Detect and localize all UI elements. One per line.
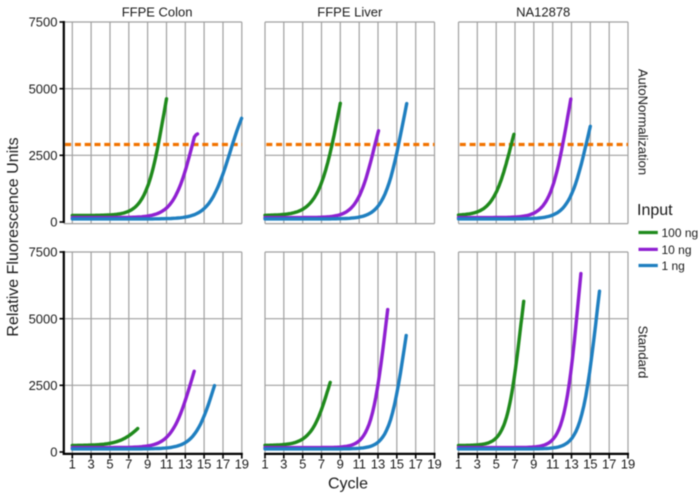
svg-text:Cycle: Cycle <box>328 476 368 493</box>
svg-text:0: 0 <box>50 215 57 230</box>
svg-text:2500: 2500 <box>29 378 58 393</box>
svg-text:19: 19 <box>621 457 635 472</box>
svg-text:13: 13 <box>371 457 385 472</box>
svg-text:1: 1 <box>455 457 462 472</box>
svg-text:7: 7 <box>125 457 132 472</box>
svg-text:1: 1 <box>261 457 268 472</box>
svg-text:13: 13 <box>178 457 192 472</box>
svg-text:NA12878: NA12878 <box>516 5 570 20</box>
svg-text:5000: 5000 <box>29 311 58 326</box>
svg-text:Standard: Standard <box>636 326 651 379</box>
svg-text:11: 11 <box>160 457 174 472</box>
svg-text:100 ng: 100 ng <box>662 226 699 240</box>
svg-text:10 ng: 10 ng <box>662 243 692 257</box>
svg-text:9: 9 <box>530 457 537 472</box>
svg-text:11: 11 <box>352 457 366 472</box>
svg-text:15: 15 <box>197 457 211 472</box>
svg-text:0: 0 <box>50 445 57 460</box>
svg-text:7500: 7500 <box>29 15 58 30</box>
svg-text:5: 5 <box>493 457 500 472</box>
svg-text:9: 9 <box>144 457 151 472</box>
svg-text:FFPE Colon: FFPE Colon <box>122 5 193 20</box>
svg-text:7: 7 <box>318 457 325 472</box>
svg-text:3: 3 <box>474 457 481 472</box>
svg-text:AutoNormalization: AutoNormalization <box>636 69 651 175</box>
svg-text:2500: 2500 <box>29 148 58 163</box>
svg-text:1 ng: 1 ng <box>662 259 685 273</box>
svg-text:3: 3 <box>280 457 287 472</box>
svg-text:7500: 7500 <box>29 245 58 260</box>
svg-text:17: 17 <box>602 457 616 472</box>
svg-text:15: 15 <box>583 457 597 472</box>
svg-text:Relative Fluorescence Units: Relative Fluorescence Units <box>5 137 22 336</box>
svg-text:19: 19 <box>427 457 441 472</box>
svg-text:13: 13 <box>564 457 578 472</box>
svg-text:5: 5 <box>106 457 113 472</box>
svg-text:9: 9 <box>337 457 344 472</box>
svg-text:5000: 5000 <box>29 81 58 96</box>
svg-text:1: 1 <box>69 457 76 472</box>
svg-text:19: 19 <box>235 457 249 472</box>
svg-text:FFPE Liver: FFPE Liver <box>317 5 383 20</box>
svg-text:3: 3 <box>87 457 94 472</box>
svg-text:Input: Input <box>637 202 673 219</box>
svg-text:15: 15 <box>390 457 404 472</box>
svg-text:17: 17 <box>216 457 230 472</box>
svg-text:11: 11 <box>546 457 560 472</box>
svg-text:17: 17 <box>408 457 422 472</box>
svg-text:5: 5 <box>299 457 306 472</box>
svg-text:7: 7 <box>511 457 518 472</box>
